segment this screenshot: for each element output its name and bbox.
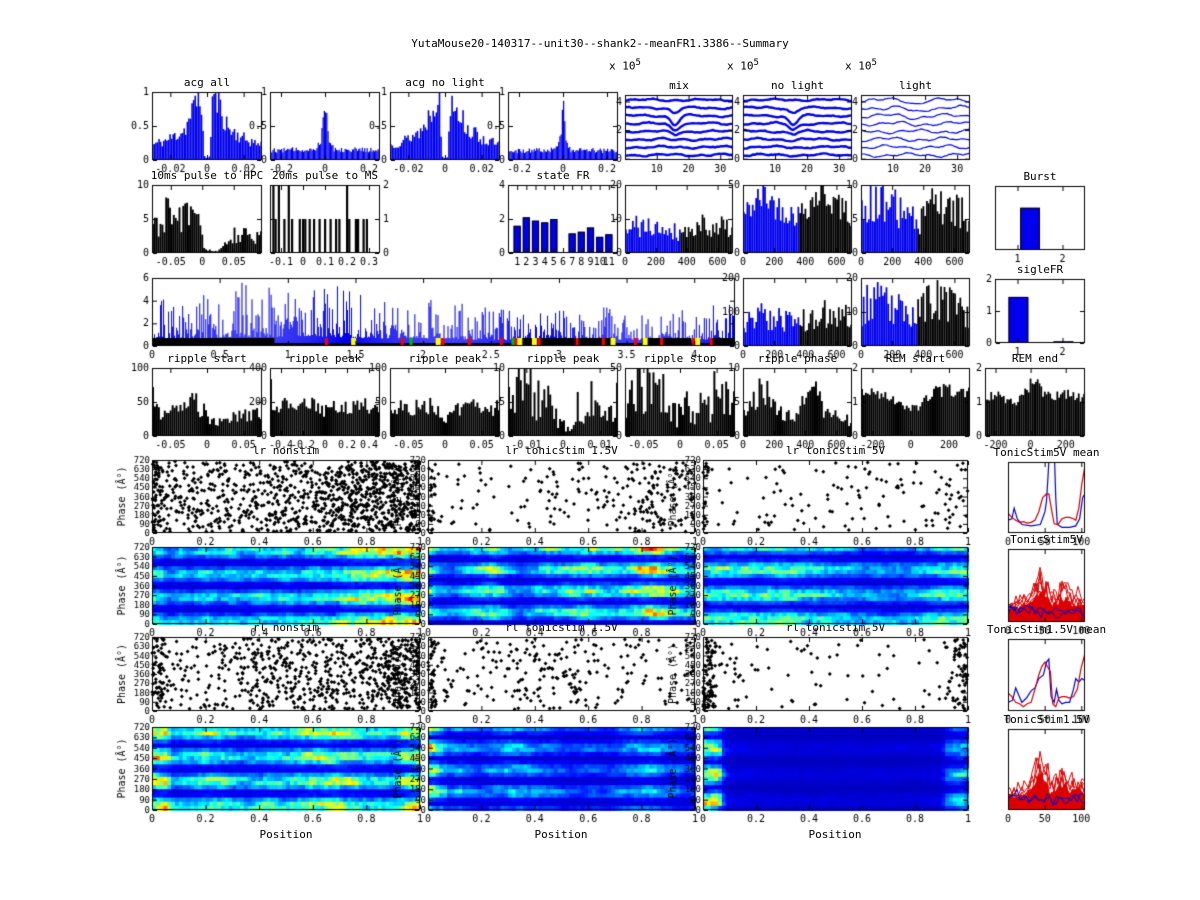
plot-title-raster-rl-t15: rl tonicstim 1.5V [505,621,618,634]
plot-title-ripple-peak-1: ripple peak [288,352,362,365]
plot-title-pulse-ms: 20ms pulse to MS [272,169,378,182]
plot-title-ripple-peak-2: ripple peak [408,352,482,365]
plot-title-tonic15-area: TonicStim1.5V [1003,713,1090,726]
plot-title-ripple-peak-3: ripple peak [526,352,600,365]
plot-title-wf-mix: mix [669,79,689,92]
plot-title-siglefr: sigleFR [1016,263,1064,276]
plot-title-raster-rl-t5: rl tonicstim 5V [785,621,886,634]
position-xlabel-2: Position [808,828,862,841]
plot-title-tonic5-area: TonicStim5V [1010,533,1083,546]
plot-title-rem-end: REM end [1011,352,1059,365]
plot-title-raster-lr-nonstim: lr nonstim [252,444,320,457]
scale-label-1: x 105 [727,58,759,73]
scale-label-2: x 105 [845,58,877,73]
plot-title-burst: Burst [1023,170,1057,183]
plot-title-wf-light: light [898,79,933,92]
plot-title-wf-no-light: no light [771,79,824,92]
plot-title-ripple-start: ripple start [167,352,247,365]
position-xlabel-0: Position [259,828,313,841]
plot-title-ripple-stop: ripple stop [643,352,717,365]
plot-title-acg-all: acg all [183,76,231,89]
plot-title-tonic5-mean: TonicStim5V mean [993,446,1100,459]
position-xlabel-1: Position [534,828,588,841]
plot-title-raster-rl-nonstim: rl nonstim [252,621,320,634]
plot-title-raster-lr-t5: lr tonicstim 5V [785,444,886,457]
plot-title-ripple-phase: ripple phase [757,352,838,365]
scale-label-0: x 105 [609,58,641,73]
plot-title-pulse-hpc: 10ms pulse to HPC [150,169,264,182]
figure-title: YutaMouse20-140317--unit30--shank2--mean… [411,37,789,50]
plot-title-state-fr: state FR [536,169,590,182]
plot-title-tonic15-mean: TonicStim1.5V mean [986,623,1107,636]
plot-title-acg-no-light: acg no light [405,76,485,89]
plot-title-rem-start: REM start [885,352,946,365]
plot-title-raster-lr-t15: lr tonicstim 1.5V [505,444,618,457]
